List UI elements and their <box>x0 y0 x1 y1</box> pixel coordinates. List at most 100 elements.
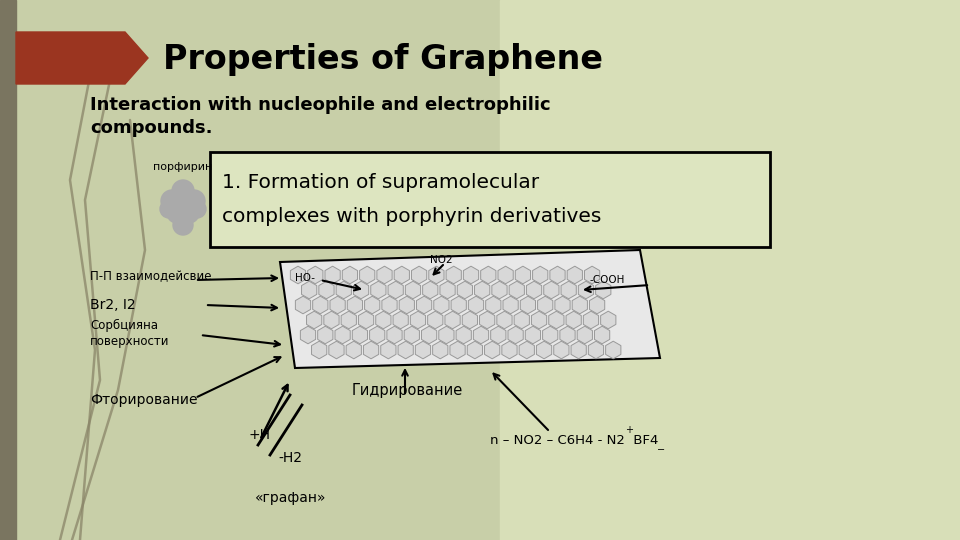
Circle shape <box>173 215 193 235</box>
Text: -H2: -H2 <box>278 451 302 465</box>
Polygon shape <box>578 281 593 299</box>
Circle shape <box>173 192 193 212</box>
Polygon shape <box>343 266 357 284</box>
Polygon shape <box>594 326 610 344</box>
Circle shape <box>160 200 178 218</box>
Polygon shape <box>485 341 500 359</box>
Polygon shape <box>301 281 317 299</box>
Polygon shape <box>404 326 420 344</box>
Polygon shape <box>433 341 448 359</box>
Polygon shape <box>480 311 494 329</box>
Polygon shape <box>440 281 455 299</box>
Polygon shape <box>352 326 368 344</box>
Text: +H: +H <box>248 428 270 442</box>
Polygon shape <box>473 326 489 344</box>
Polygon shape <box>585 266 600 284</box>
Polygon shape <box>330 296 346 314</box>
Circle shape <box>161 190 183 212</box>
Polygon shape <box>377 266 392 284</box>
Polygon shape <box>486 296 501 314</box>
Polygon shape <box>492 281 507 299</box>
Polygon shape <box>306 311 322 329</box>
Text: Br2, I2: Br2, I2 <box>90 298 135 312</box>
Polygon shape <box>584 311 599 329</box>
Polygon shape <box>474 281 490 299</box>
Circle shape <box>172 180 194 202</box>
Polygon shape <box>393 311 408 329</box>
Polygon shape <box>450 341 466 359</box>
Polygon shape <box>456 326 471 344</box>
Polygon shape <box>537 341 552 359</box>
Polygon shape <box>550 266 565 284</box>
Polygon shape <box>381 341 396 359</box>
Bar <box>500 0 960 540</box>
Polygon shape <box>519 341 535 359</box>
Polygon shape <box>560 326 575 344</box>
Polygon shape <box>457 281 472 299</box>
Polygon shape <box>462 311 477 329</box>
Text: Properties of Graphene: Properties of Graphene <box>163 44 603 77</box>
Polygon shape <box>336 281 351 299</box>
Circle shape <box>183 190 205 212</box>
Polygon shape <box>416 341 431 359</box>
Polygon shape <box>358 311 373 329</box>
Polygon shape <box>451 296 467 314</box>
Polygon shape <box>567 266 583 284</box>
Polygon shape <box>16 32 148 84</box>
Polygon shape <box>439 326 454 344</box>
Polygon shape <box>555 296 570 314</box>
Polygon shape <box>498 266 514 284</box>
Text: 1. Formation of supramolecular: 1. Formation of supramolecular <box>222 172 540 192</box>
Polygon shape <box>319 281 334 299</box>
Polygon shape <box>526 281 541 299</box>
Polygon shape <box>549 311 564 329</box>
Polygon shape <box>427 311 443 329</box>
Polygon shape <box>497 311 512 329</box>
Bar <box>0 0 16 540</box>
Polygon shape <box>360 266 374 284</box>
Polygon shape <box>601 311 616 329</box>
Polygon shape <box>516 266 531 284</box>
Text: HO-: HO- <box>295 273 315 283</box>
Polygon shape <box>405 281 420 299</box>
Polygon shape <box>417 296 432 314</box>
Polygon shape <box>542 326 558 344</box>
Text: -COOH: -COOH <box>590 275 625 285</box>
Polygon shape <box>313 296 328 314</box>
Polygon shape <box>347 341 361 359</box>
Polygon shape <box>399 296 415 314</box>
Polygon shape <box>318 326 333 344</box>
Polygon shape <box>589 296 605 314</box>
Text: NO2: NO2 <box>430 255 452 265</box>
Polygon shape <box>395 266 409 284</box>
Polygon shape <box>509 281 524 299</box>
Text: Interaction with nucleophile and electrophilic: Interaction with nucleophile and electro… <box>90 96 551 114</box>
Text: Фторирование: Фторирование <box>90 393 198 407</box>
Polygon shape <box>370 326 385 344</box>
Polygon shape <box>588 341 604 359</box>
Polygon shape <box>434 296 449 314</box>
Text: complexes with porphyrin derivatives: complexes with porphyrin derivatives <box>222 207 601 226</box>
Text: Гидрирование: Гидрирование <box>352 382 464 397</box>
Polygon shape <box>365 296 380 314</box>
Text: compounds.: compounds. <box>90 119 212 137</box>
Polygon shape <box>412 266 427 284</box>
Bar <box>210 152 770 247</box>
Polygon shape <box>508 326 523 344</box>
Text: порфирин: порфирин <box>153 162 212 172</box>
Polygon shape <box>502 341 517 359</box>
Polygon shape <box>280 250 660 368</box>
Polygon shape <box>533 266 548 284</box>
Polygon shape <box>572 296 588 314</box>
Polygon shape <box>468 296 484 314</box>
Polygon shape <box>606 341 621 359</box>
Polygon shape <box>571 341 587 359</box>
Text: n – NO2 – C6H4 - N2  BF4: n – NO2 – C6H4 - N2 BF4 <box>490 434 659 447</box>
Polygon shape <box>561 281 576 299</box>
Polygon shape <box>375 311 391 329</box>
Polygon shape <box>364 341 378 359</box>
Polygon shape <box>329 341 344 359</box>
Polygon shape <box>388 281 403 299</box>
Polygon shape <box>335 326 350 344</box>
Text: +: + <box>625 425 633 435</box>
